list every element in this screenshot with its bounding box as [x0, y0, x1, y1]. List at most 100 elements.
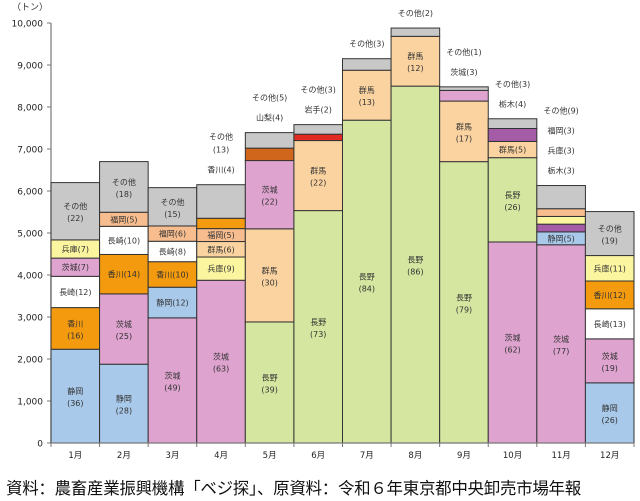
x-tick-label: 7月	[360, 451, 374, 461]
segment-label: 茨城	[553, 334, 569, 344]
segment-label: その他(3)	[301, 85, 336, 95]
bar-7月: 長野 (84) 群馬 (13) その他(3)	[342, 39, 392, 444]
segment-label: 群馬	[262, 265, 278, 275]
y-tick-label: 6,000	[17, 188, 43, 198]
bar-segment-茨城	[99, 293, 149, 365]
bar-segment-その他	[536, 185, 586, 210]
segment-label: 岩手(2)	[305, 105, 332, 115]
segment-label: その他(3)	[349, 39, 384, 49]
bar-segment-長野	[487, 157, 538, 243]
segment-label: その他(3)	[495, 79, 530, 89]
segment-label: 茨城	[164, 370, 180, 380]
bar-8月: 長野 (86) 群馬 (12) その他(2)	[390, 8, 441, 444]
x-tick-label: 8月	[408, 451, 422, 461]
y-tick-label: 9,000	[17, 62, 43, 72]
x-tick-label: 12月	[600, 451, 619, 461]
segment-share-label: (36)	[67, 399, 83, 408]
bar-2月: 静岡 (28) 茨城 (25) 香川(14) 長崎(10) 福岡(5) その他 (18)	[99, 161, 149, 444]
bar-segment-群馬	[293, 140, 343, 212]
bar-segment-栃木	[487, 127, 538, 142]
segment-label: その他	[160, 197, 184, 207]
segment-label: 福岡(5)	[207, 231, 234, 240]
segment-label: 群馬(6)	[207, 244, 234, 254]
segment-label: 香川(12)	[593, 290, 625, 300]
y-tick-label: 5,000	[17, 230, 43, 240]
segment-label: その他(9)	[543, 106, 578, 116]
segment-label: 群馬	[359, 85, 375, 95]
bar-segment-その他	[244, 132, 295, 149]
bar-segment-その他	[342, 58, 392, 71]
segment-label: 長野	[505, 191, 521, 200]
segment-label: 群馬	[310, 166, 326, 176]
segment-share-label: (63)	[213, 365, 229, 374]
bar-10月: 茨城 (62) 長野 (26) 群馬(5) 栃木(4) その他(3)	[487, 79, 538, 444]
segment-label: 長崎(10)	[108, 235, 140, 245]
segment-label: 静岡	[67, 386, 83, 396]
bar-segment-長崎	[584, 308, 635, 340]
bar-segment-その他	[196, 184, 246, 219]
segment-label: 茨城(3)	[450, 67, 477, 77]
segment-label: 群馬	[456, 121, 472, 131]
bar-segment-香川	[196, 217, 246, 230]
bar-segment-兵庫	[536, 215, 586, 225]
bar-5月: 長野 (39) 群馬 (30) 茨城 (22) 山梨(4) その他(5)	[244, 93, 295, 444]
segment-share-label: (86)	[407, 268, 423, 277]
segment-share-label: (73)	[310, 330, 326, 339]
bar-segment-栃木	[536, 223, 586, 233]
segment-label: その他(5)	[252, 93, 287, 103]
y-tick-label: 7,000	[17, 146, 43, 156]
bar-segment-その他	[439, 86, 489, 91]
segment-label: 福岡(5)	[110, 215, 137, 224]
segment-share-label: (22)	[67, 214, 83, 223]
segment-share-label: (30)	[261, 278, 277, 287]
segment-label: 長野	[407, 256, 423, 265]
segment-share-label: (26)	[601, 416, 617, 425]
segment-label: その他	[112, 177, 136, 187]
segment-share-label: (19)	[601, 364, 617, 373]
bar-segment-その他	[99, 161, 149, 213]
y-axis-unit-label: （トン）	[12, 2, 48, 13]
bar-segment-岩手	[293, 133, 343, 142]
segment-label: 群馬	[407, 51, 423, 61]
bar-segment-茨城	[536, 244, 586, 444]
segment-label: 静岡	[116, 394, 132, 404]
segment-share-label: (13)	[359, 98, 375, 107]
bar-segment-静岡	[584, 382, 635, 444]
segment-label: 山梨(4)	[256, 113, 283, 123]
bar-segment-福岡	[536, 208, 586, 217]
segment-share-label: (22)	[261, 198, 277, 207]
x-tick-label: 11月	[551, 451, 570, 461]
segment-label: 長崎(8)	[159, 246, 186, 256]
segment-label: 兵庫(3)	[547, 146, 574, 156]
bar-segment-その他	[147, 187, 198, 227]
bar-segment-その他	[390, 27, 441, 37]
bar-segment-群馬	[390, 35, 441, 87]
segment-label: 茨城	[505, 332, 521, 342]
segment-label: 栃木(3)	[547, 166, 574, 176]
segment-share-label: (16)	[67, 331, 83, 340]
bar-segment-その他	[50, 182, 101, 241]
segment-label: 栃木(4)	[499, 99, 526, 109]
segment-label: 香川(10)	[156, 269, 188, 279]
x-axis: 1月 2月 3月 4月 5月 6月 7月 8月 9月 10月 11月 12月	[50, 442, 635, 461]
segment-share-label: (79)	[456, 305, 472, 314]
y-tick-label: 2,000	[17, 356, 43, 366]
y-tick-label: 8,000	[17, 104, 43, 114]
y-tick-label: 4,000	[17, 272, 43, 282]
y-tick-label: 3,000	[17, 314, 43, 324]
segment-label: その他	[63, 201, 87, 211]
segment-label: 長野	[359, 273, 375, 282]
bar-segment-長野	[390, 85, 441, 444]
segment-label: 長崎(13)	[593, 319, 625, 329]
bar-segment-茨城	[244, 160, 295, 230]
segment-share-label: (12)	[407, 64, 423, 73]
bar-segment-その他	[487, 118, 538, 129]
segment-label: その他(2)	[398, 8, 433, 18]
segment-label: 福岡(3)	[547, 127, 574, 136]
segment-label: 香川(14)	[108, 269, 140, 279]
bar-3月: 茨城 (49) 静岡(12) 香川(10) 長崎(8) 福岡(6) その他 (15)	[147, 187, 198, 444]
segment-label: 福岡(6)	[159, 230, 186, 239]
segment-share-label: (84)	[359, 285, 375, 294]
segment-label: その他(1)	[446, 47, 481, 57]
segment-share-label: (62)	[504, 345, 520, 354]
